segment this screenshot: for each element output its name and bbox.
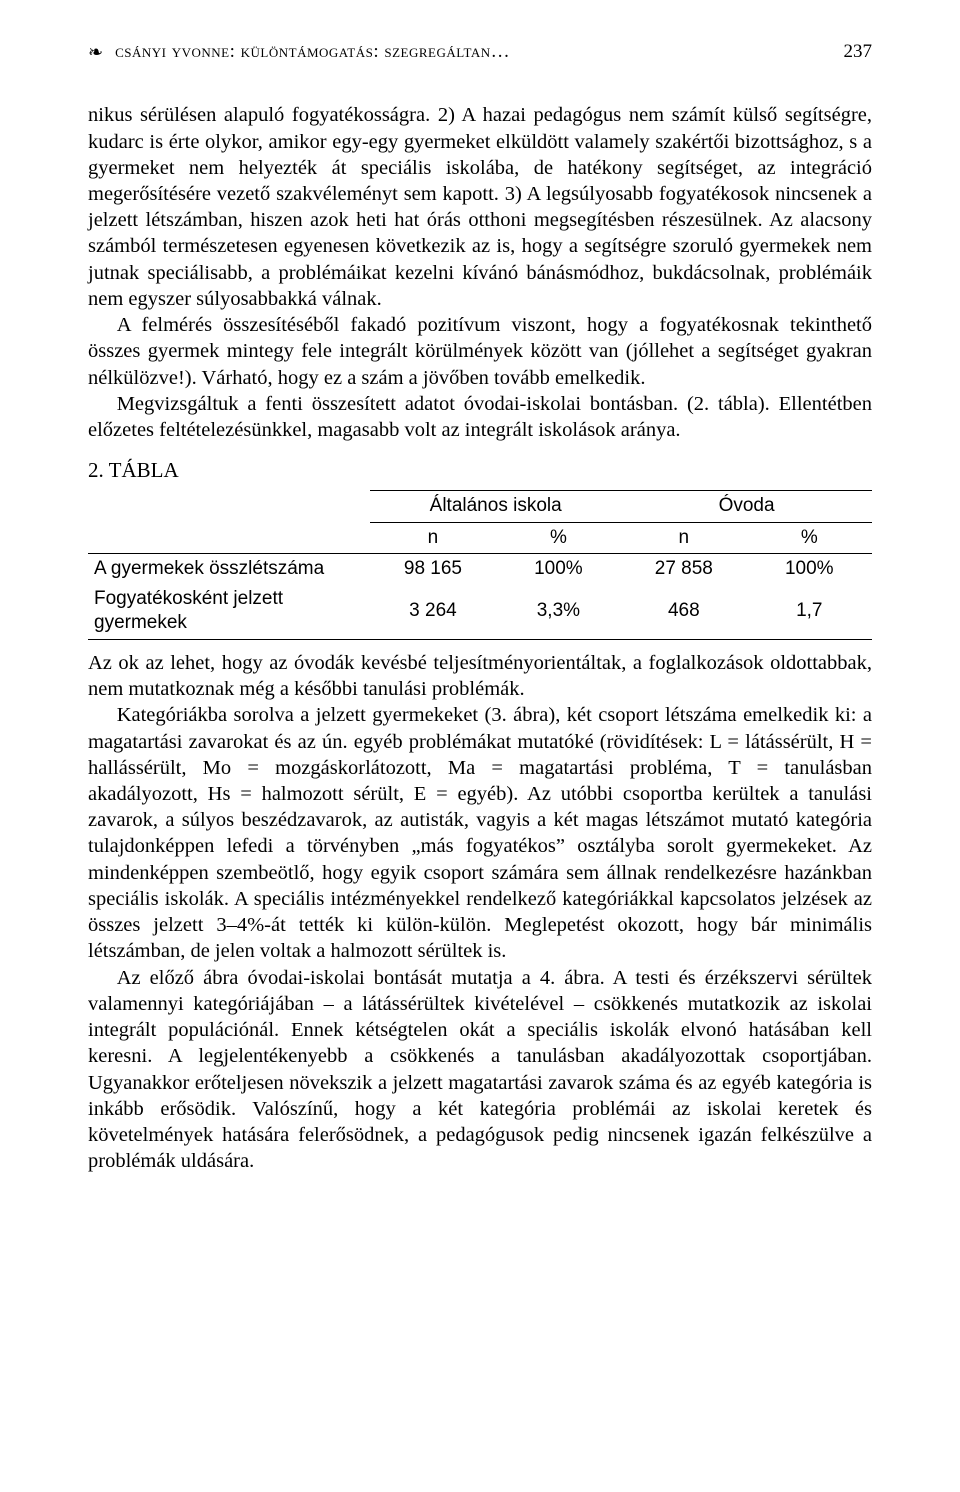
table-header-cell: Óvoda: [621, 491, 872, 522]
paragraph: Megvizsgáltuk a fenti összesített adatot…: [88, 391, 872, 443]
paragraph: Kategóriákba sorolva a jelzett gyermekek…: [88, 702, 872, 964]
table-cell: 3,3%: [496, 584, 621, 639]
table-header-cell: [88, 491, 370, 522]
table-cell: A gyermekek összlétszáma: [88, 553, 370, 584]
paragraph: Az ok az lehet, hogy az óvodák kevésbé t…: [88, 650, 872, 702]
table-row: A gyermekek összlétszáma 98 165 100% 27 …: [88, 553, 872, 584]
table-header-cell: [88, 522, 370, 553]
table-2: Általános iskola Óvoda n % n % A gyermek…: [88, 490, 872, 640]
table-cell: Fogyatékosként jelzett gyermekek: [88, 584, 370, 639]
table-cell: 3 264: [370, 584, 495, 639]
page-number: 237: [844, 40, 873, 64]
running-head: ❧ csányi yvonne: különtámogatás: szegreg…: [88, 40, 872, 64]
table-header-cell: n: [621, 522, 746, 553]
table-cell: 98 165: [370, 553, 495, 584]
table-cell: 100%: [496, 553, 621, 584]
page: ❧ csányi yvonne: különtámogatás: szegreg…: [0, 0, 960, 1234]
table-label: 2. TÁBLA: [88, 457, 872, 484]
table-row: Fogyatékosként jelzett gyermekek 3 264 3…: [88, 584, 872, 639]
table-header-cell: Általános iskola: [370, 491, 621, 522]
paragraph: A felmérés összesítéséből fakadó pozitív…: [88, 312, 872, 391]
ornament-icon: ❧: [88, 43, 101, 61]
paragraph: Az előző ábra óvodai-iskolai bontását mu…: [88, 965, 872, 1175]
table-cell: 27 858: [621, 553, 746, 584]
table-cell: 468: [621, 584, 746, 639]
running-title: csányi yvonne: különtámogatás: szegregál…: [115, 40, 510, 64]
table-cell: 100%: [747, 553, 872, 584]
table-header-cell: %: [747, 522, 872, 553]
table-subheader-row: n % n %: [88, 522, 872, 553]
table-header-cell: n: [370, 522, 495, 553]
table-cell: 1,7: [747, 584, 872, 639]
paragraph: nikus sérülésen alapuló fogyatékosságra.…: [88, 102, 872, 312]
table-header-cell: %: [496, 522, 621, 553]
running-head-left: ❧ csányi yvonne: különtámogatás: szegreg…: [88, 40, 510, 64]
table-header-row: Általános iskola Óvoda: [88, 491, 872, 522]
